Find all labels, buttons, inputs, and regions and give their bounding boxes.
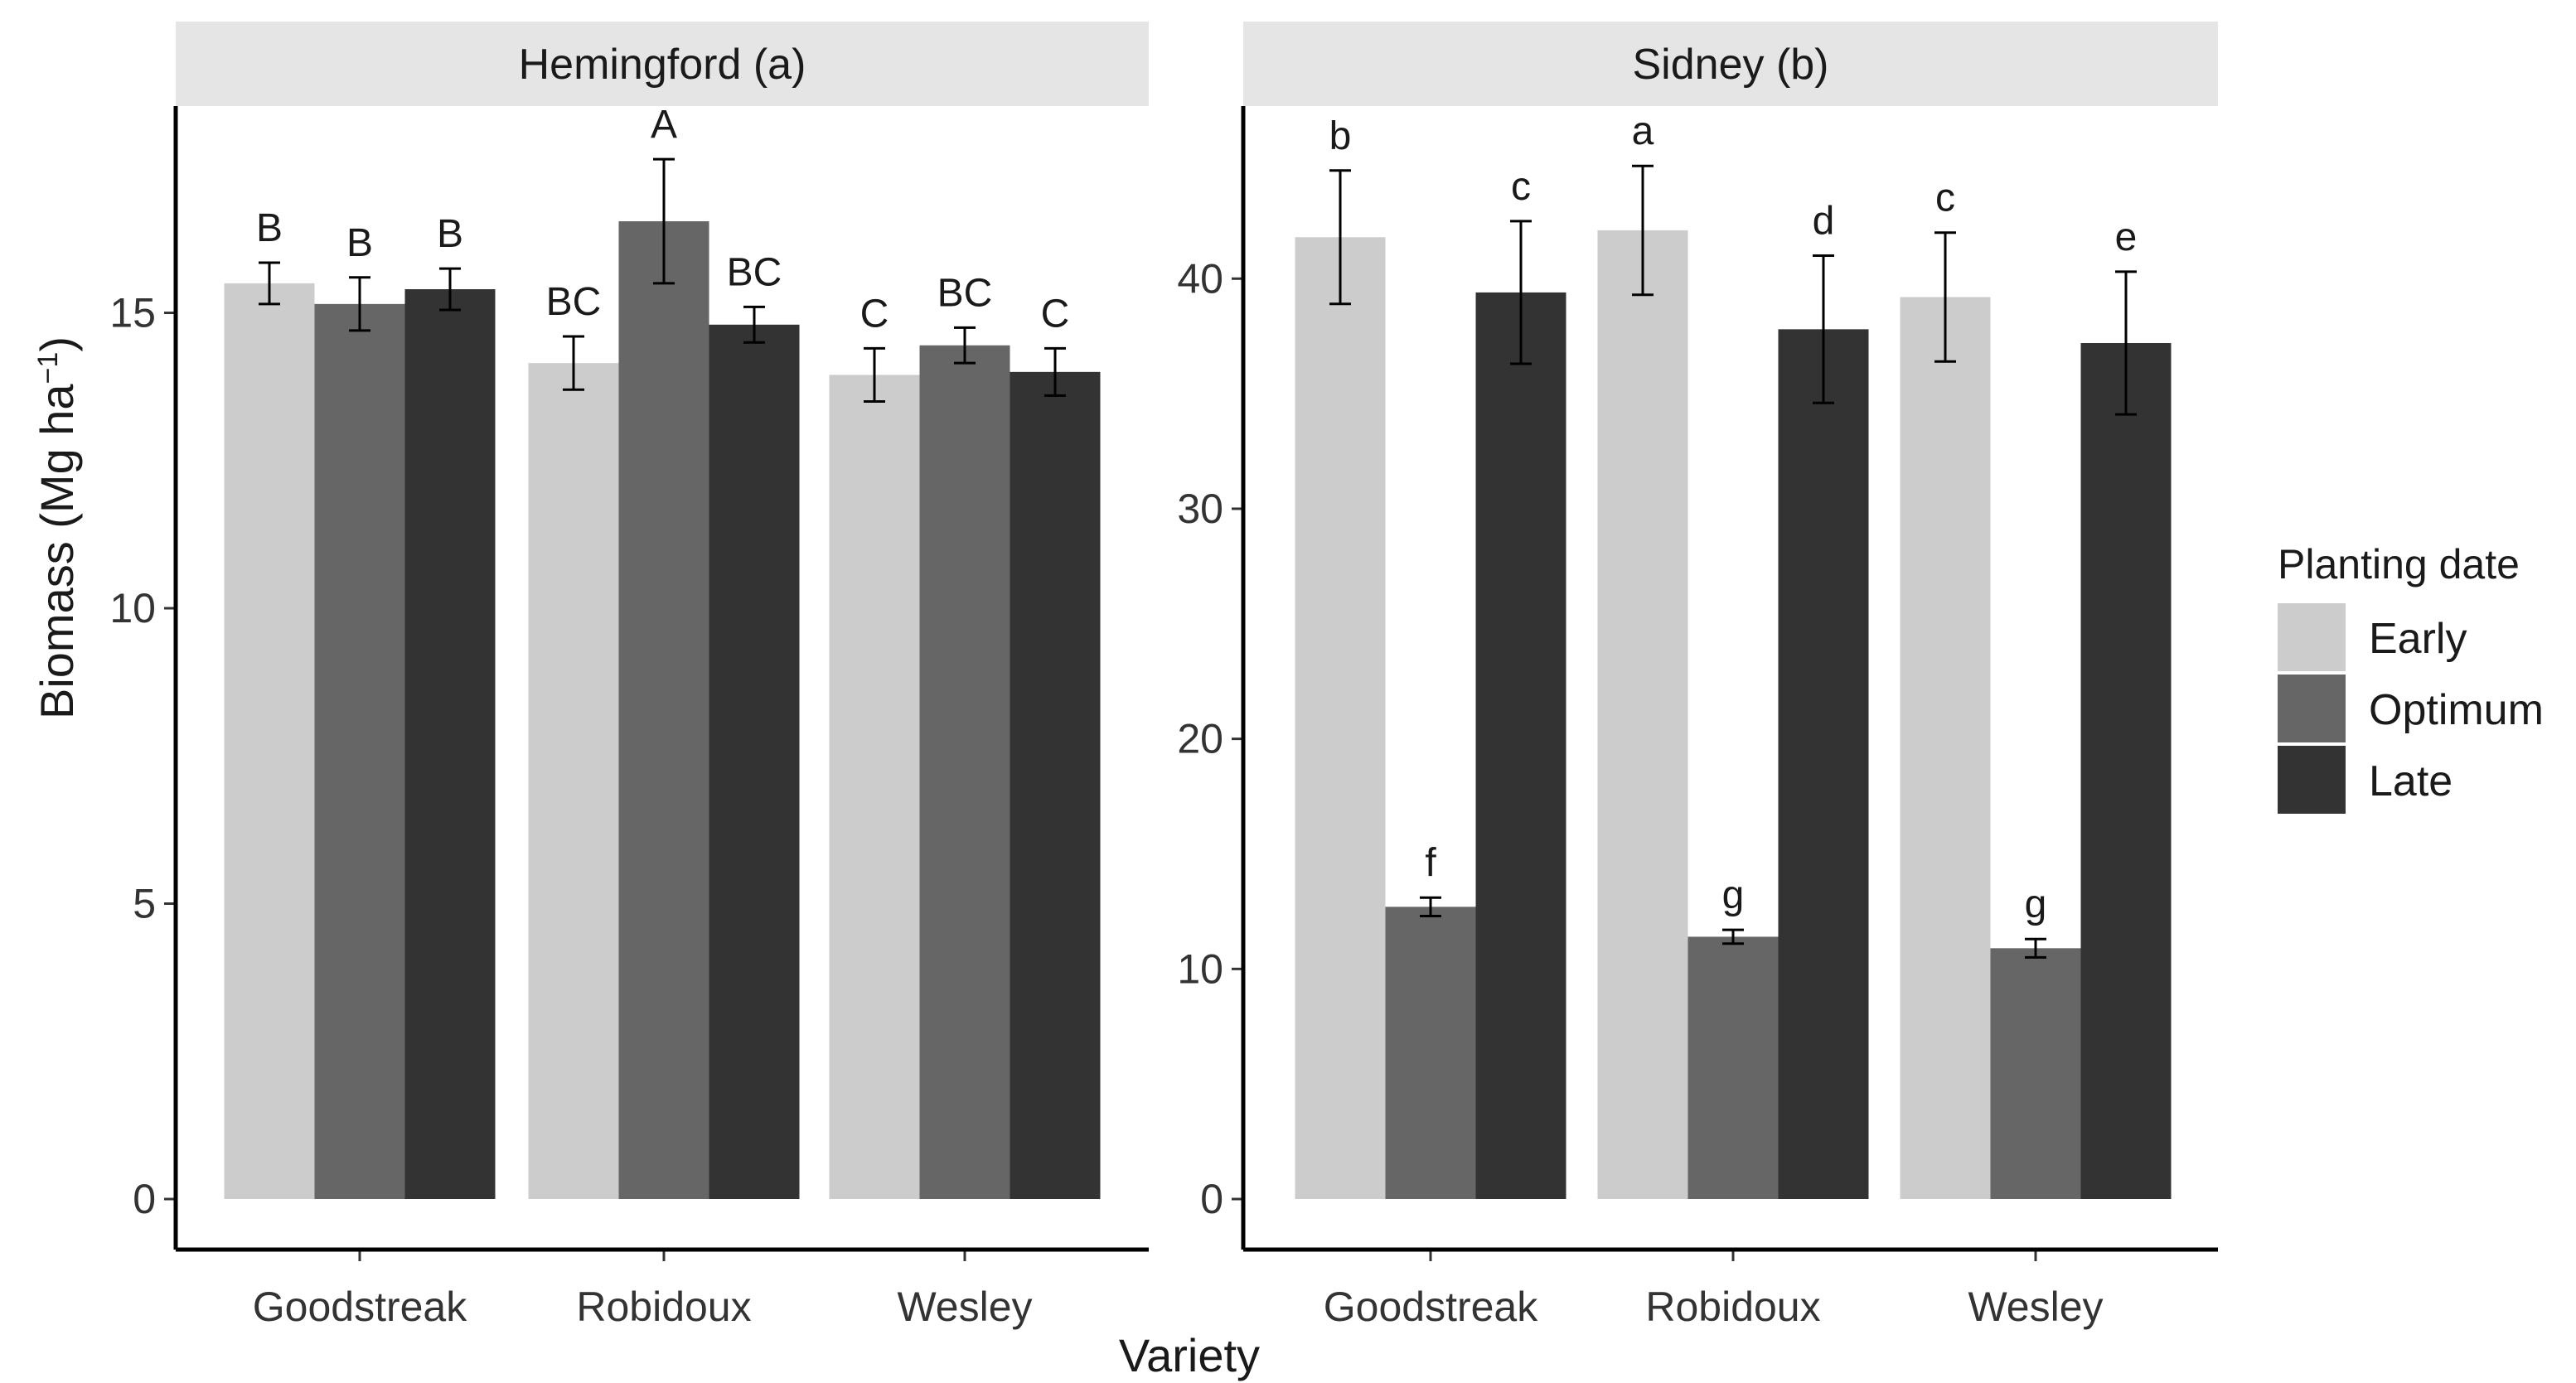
bar-early-robidoux (1597, 230, 1688, 1199)
panel-strip (176, 22, 1149, 106)
legend-label-late: Late (2369, 757, 2453, 805)
y-tick-label: 20 (1177, 716, 1223, 762)
y-tick-label: 0 (133, 1176, 156, 1222)
y-tick-label: 15 (109, 290, 156, 336)
y-axis-title: Biomass (Mg ha−1) (31, 336, 83, 719)
x-tick-label: Robidoux (1645, 1284, 1820, 1330)
legend-label-optimum: Optimum (2369, 686, 2544, 734)
x-axis-title: Variety (1119, 1329, 1260, 1381)
panel-title: Sidney (b) (1633, 41, 1829, 89)
bar-late-wesley (2080, 343, 2172, 1199)
panel-strip (1243, 22, 2218, 106)
significance-letter: B (256, 206, 283, 250)
bar-early-goodstreak (1295, 237, 1386, 1199)
significance-letter: c (1511, 165, 1531, 209)
y-axis-title-close: ) (31, 336, 83, 352)
bar-early-robidoux (528, 363, 619, 1199)
significance-letter: B (346, 221, 373, 265)
bar-optimum-goodstreak (1385, 907, 1476, 1199)
significance-letter: C (860, 292, 889, 336)
significance-letter: e (2115, 215, 2138, 259)
x-tick-label: Goodstreak (253, 1284, 467, 1330)
x-tick-label: Goodstreak (1324, 1284, 1538, 1330)
significance-letter: c (1935, 177, 1955, 220)
x-tick-label: Wesley (897, 1284, 1032, 1330)
x-tick-label: Wesley (1968, 1284, 2103, 1330)
y-tick-label: 10 (1177, 945, 1223, 992)
bar-optimum-wesley (919, 345, 1010, 1200)
legend-label-early: Early (2369, 615, 2467, 663)
significance-letter: g (2025, 883, 2047, 926)
y-tick-label: 5 (133, 881, 156, 927)
legend-title: Planting date (2278, 541, 2520, 588)
legend-key-late (2278, 746, 2346, 814)
legend: Planting date Early Optimum Late (2278, 541, 2544, 814)
significance-letter: a (1632, 109, 1654, 153)
y-tick-label: 40 (1177, 255, 1223, 302)
y-axis-title-sup: −1 (32, 352, 64, 384)
y-tick-label: 10 (109, 585, 156, 631)
bar-optimum-wesley (1990, 948, 2081, 1199)
bar-late-goodstreak (404, 289, 496, 1199)
bar-late-robidoux (709, 324, 800, 1199)
significance-letter: B (437, 212, 463, 256)
y-tick-label: 0 (1200, 1176, 1223, 1222)
panels: Hemingford (a) B B B Goodstreak BC A BC Robidoux… (109, 22, 2218, 1330)
significance-letter: b (1329, 114, 1352, 158)
bar-late-robidoux (1778, 329, 1869, 1199)
bar-late-wesley (1010, 371, 1101, 1199)
significance-letter: C (1041, 292, 1070, 336)
panel-2: Sidney (b) b f c Goodstreak a g d Robidoux c g e Wes… (1177, 22, 2218, 1330)
y-tick-label: 30 (1177, 486, 1223, 532)
legend-key-optimum (2278, 675, 2346, 742)
significance-letter: d (1813, 199, 1835, 243)
y-axis-title-main: Biomass (Mg ha (31, 384, 83, 719)
significance-letter: f (1425, 841, 1436, 885)
significance-letter: BC (937, 271, 993, 315)
legend-key-early (2278, 603, 2346, 671)
bar-early-wesley (1900, 297, 1991, 1199)
bar-early-goodstreak (224, 283, 315, 1200)
significance-letter: BC (727, 250, 782, 294)
bar-late-goodstreak (1475, 292, 1566, 1200)
bar-optimum-goodstreak (314, 303, 405, 1199)
bar-optimum-robidoux (1687, 936, 1779, 1199)
bar-optimum-robidoux (618, 221, 709, 1199)
panel-title: Hemingford (a) (519, 41, 806, 89)
significance-letter: A (651, 103, 677, 147)
significance-letter: g (1722, 873, 1745, 917)
significance-letter: BC (546, 280, 602, 324)
bar-early-wesley (829, 375, 920, 1199)
panel-1: Hemingford (a) B B B Goodstreak BC A BC Robidoux… (109, 22, 1149, 1330)
x-tick-label: Robidoux (576, 1284, 751, 1330)
